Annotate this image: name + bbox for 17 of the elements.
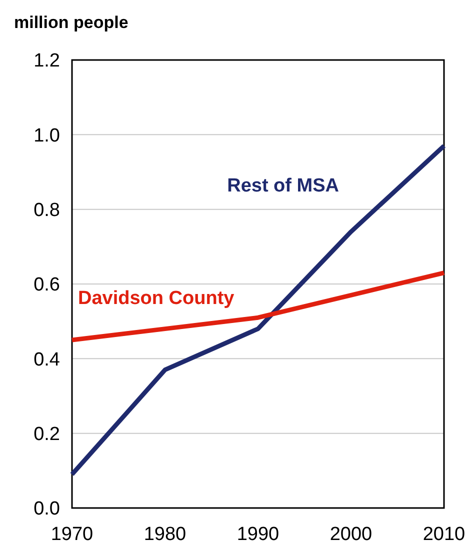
x-tick-label: 2000 bbox=[330, 524, 372, 545]
x-tick-label: 1970 bbox=[50, 524, 94, 545]
y-axis-title: million people bbox=[14, 13, 128, 32]
x-tick-label: 1990 bbox=[236, 524, 280, 545]
y-tick-label: 0.0 bbox=[34, 498, 60, 520]
y-tick-label: 0.6 bbox=[34, 274, 60, 296]
line-series bbox=[70, 144, 446, 477]
series-label: Davidson County bbox=[78, 288, 235, 309]
series-label: Rest of MSA bbox=[227, 176, 340, 197]
x-tick-label: 2010 bbox=[422, 524, 466, 545]
y-tick-label: 1.0 bbox=[34, 125, 60, 146]
y-tick-label: 0.4 bbox=[34, 349, 60, 370]
line-series bbox=[70, 270, 446, 342]
y-tick-label: 1.2 bbox=[34, 50, 60, 72]
x-tick-label: 1980 bbox=[144, 524, 186, 545]
y-tick-label: 0.8 bbox=[34, 200, 60, 221]
y-tick-label: 0.2 bbox=[34, 424, 60, 445]
